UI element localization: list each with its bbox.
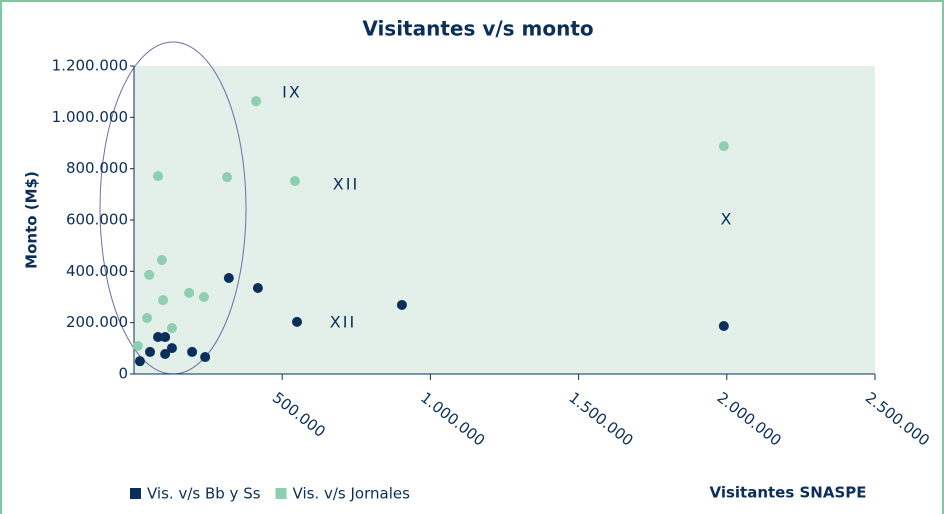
annotation: XII — [333, 175, 359, 194]
point — [166, 323, 177, 334]
point — [184, 287, 195, 298]
legend-label: Vis. v/s Jornales — [293, 485, 411, 503]
point — [158, 295, 169, 306]
annotation: X — [721, 210, 734, 229]
point — [187, 346, 198, 357]
legend-swatch — [130, 488, 141, 499]
point — [132, 341, 143, 352]
point — [153, 171, 164, 182]
x-axis-label: Visitantes SNASPE — [709, 484, 866, 502]
point — [156, 255, 167, 266]
point — [198, 292, 209, 302]
point — [718, 141, 729, 152]
point — [200, 352, 211, 363]
point — [222, 172, 233, 183]
y-tick-label: 400.000 — [66, 262, 128, 280]
point — [153, 332, 164, 343]
point — [292, 316, 303, 327]
y-tick-label: 1.200.000 — [52, 57, 128, 75]
point — [252, 283, 263, 294]
y-tick-label: 800.000 — [66, 159, 128, 177]
annotation: XII — [330, 313, 356, 332]
point — [144, 269, 155, 280]
plot-area — [134, 66, 875, 374]
point — [145, 346, 156, 357]
y-axis-label: Monto (M$) — [23, 171, 41, 269]
point — [251, 96, 262, 107]
y-tick-label: 600.000 — [66, 211, 128, 229]
y-tick-label: 1.000.000 — [52, 108, 128, 126]
legend-label: Vis. v/s Bb y Ss — [147, 485, 261, 503]
point — [160, 332, 171, 343]
point — [160, 348, 171, 359]
y-tick-label: 0 — [118, 365, 128, 383]
point — [166, 343, 177, 354]
chart-title: Visitantes v/s monto — [362, 17, 593, 41]
point — [223, 273, 234, 284]
annotation: IX — [282, 83, 302, 102]
point — [718, 321, 729, 332]
legend-swatch — [275, 488, 287, 499]
point — [142, 313, 153, 324]
point — [289, 175, 300, 186]
point — [396, 299, 407, 310]
y-tick-label: 200.000 — [66, 313, 128, 331]
point — [134, 356, 145, 367]
